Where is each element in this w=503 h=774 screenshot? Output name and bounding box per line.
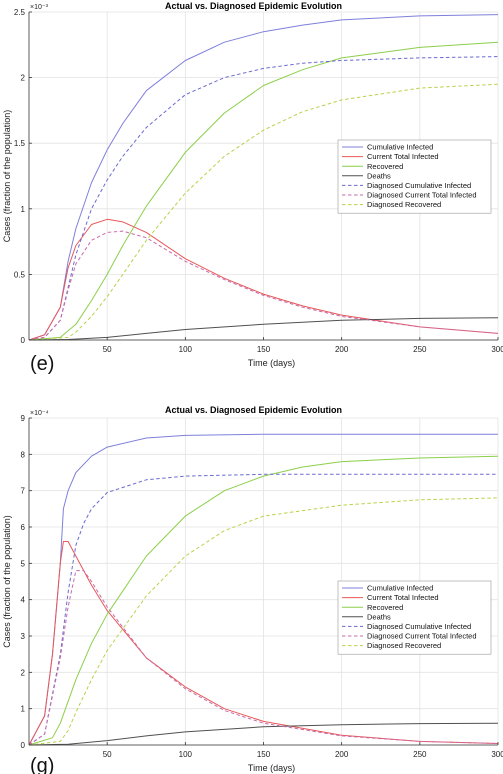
y-tick-label: 3: [21, 632, 26, 641]
legend-label: Diagnosed Cumulative Infected: [367, 181, 471, 190]
legend-label: Recovered: [367, 162, 403, 171]
series-line-diagnosed-cumulative-infected: [28, 473, 498, 746]
series-line-diagnosed-current-total-infected: [28, 570, 499, 746]
x-tick-label: 100: [179, 750, 193, 759]
legend-box: [337, 580, 492, 655]
series-line-deaths: [28, 722, 499, 746]
legend-label: Diagnosed Cumulative Infected: [367, 622, 471, 631]
chart-panel-g: 0 1 2 3 4 5 6 7 8 9 50 100 150 200 250 300 ×10⁻⁴ Actual v…: [2, 405, 503, 774]
y-axis-label: Cases (fraction of the population): [2, 515, 12, 648]
x-tick-label: 200: [335, 750, 349, 759]
series-line-current-total-infected: [28, 541, 499, 746]
x-tick-label: 250: [413, 750, 427, 759]
chart-title: Actual vs. Diagnosed Epidemic Evolution: [165, 405, 342, 415]
y-tick-label: 0.5: [14, 270, 26, 279]
x-tick-label: 300: [491, 750, 503, 759]
y-tick-label: 0: [21, 336, 26, 345]
y-axis-label: Cases (fraction of the population): [2, 110, 12, 243]
x-tick-label: 200: [335, 345, 349, 354]
series-line-diagnosed-recovered: [28, 83, 499, 341]
series-line-current-total-infected: [28, 218, 499, 341]
y-tick-label: 2: [21, 668, 26, 677]
legend-label: Current Total Infected: [367, 593, 439, 602]
legend-label: Diagnosed Recovered: [367, 641, 441, 650]
series-line-cumulative-infected: [28, 14, 499, 341]
x-tick-label: 250: [413, 345, 427, 354]
y-tick-label: 5: [21, 559, 26, 568]
y-tick-label: 2: [21, 74, 26, 83]
chart-panel-e: 0 0.5 1 1.5 2 2.5 50 100 150 200 250 300 ×10⁻³ Actual…: [2, 1, 503, 375]
panel-label: (e): [30, 353, 54, 375]
y-tick-label: 1.5: [14, 139, 26, 148]
legend-label: Diagnosed Current Total Infected: [367, 632, 477, 641]
legend-label: Recovered: [367, 603, 403, 612]
y-multiplier-label: ×10⁻³: [30, 4, 49, 11]
legend-label: Diagnosed Current Total Infected: [367, 191, 477, 200]
series-line-diagnosed-recovered: [28, 497, 499, 746]
x-axis-label: Time (days): [248, 358, 295, 368]
x-tick-label: 50: [103, 750, 112, 759]
legend-label: Deaths: [367, 612, 391, 621]
x-tick-label: 50: [103, 345, 112, 354]
y-tick-label: 1: [21, 705, 26, 714]
series-line-deaths: [28, 317, 499, 341]
series-line-recovered: [28, 455, 499, 746]
legend-label: Diagnosed Recovered: [367, 200, 441, 209]
y-tick-label: 6: [21, 523, 26, 532]
x-tick-label: 150: [257, 345, 271, 354]
x-tick-label: 300: [491, 345, 503, 354]
legend-label: Cumulative Infected: [367, 143, 433, 152]
legend-label: Deaths: [367, 171, 391, 180]
y-tick-label: 4: [21, 596, 26, 605]
x-axis-label: Time (days): [248, 763, 295, 773]
series-line-recovered: [28, 41, 499, 341]
series-line-diagnosed-current-total-infected: [28, 230, 499, 341]
x-tick-label: 150: [257, 750, 271, 759]
y-tick-label: 9: [21, 414, 26, 423]
legend-box: [337, 139, 492, 214]
y-tick-label: 1: [21, 205, 26, 214]
y-tick-label: 8: [21, 450, 26, 459]
legend-label: Cumulative Infected: [367, 584, 433, 593]
y-multiplier-label: ×10⁻⁴: [30, 410, 49, 417]
panel-label: (g): [30, 755, 54, 774]
x-tick-label: 100: [179, 345, 193, 354]
y-tick-label: 0: [21, 741, 26, 750]
chart-title: Actual vs. Diagnosed Epidemic Evolution: [165, 1, 342, 11]
legend-label: Current Total Infected: [367, 152, 439, 161]
y-tick-label: 7: [21, 487, 26, 496]
y-tick-label: 2.5: [14, 8, 26, 17]
